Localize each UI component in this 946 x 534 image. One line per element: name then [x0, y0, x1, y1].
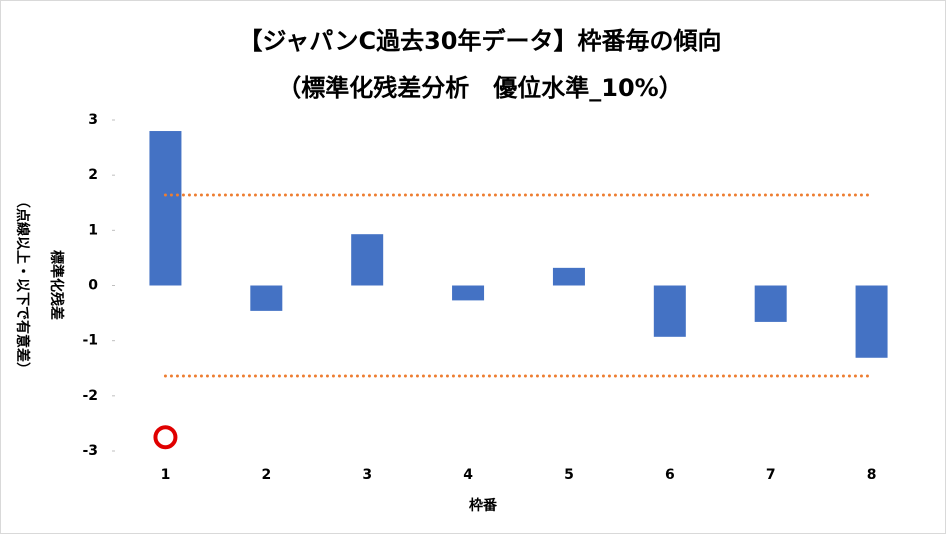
chart-subtitle: （標準化残差分析 優位水準_10%）: [277, 74, 682, 102]
bar: [754, 285, 787, 322]
x-tick-label: 2: [261, 467, 271, 483]
x-tick-label: 4: [463, 467, 473, 483]
bar: [855, 285, 888, 358]
bar: [250, 285, 283, 311]
chart-title: 【ジャパンC過去30年データ】枠番毎の傾向: [238, 27, 721, 55]
y-axis-label: 標準化残差: [48, 250, 65, 320]
bar: [452, 285, 485, 301]
bar: [653, 285, 686, 337]
x-tick-label: 6: [665, 467, 675, 483]
x-tick-label: 7: [766, 467, 776, 483]
y-tick-label: -2: [82, 388, 98, 404]
y-tick-label: 3: [88, 112, 98, 128]
x-axis-label: 枠番: [469, 497, 498, 514]
x-tick-label: 8: [867, 467, 877, 483]
bar: [552, 267, 585, 286]
y-axis-note: （点線以上・以下で有意差）: [14, 194, 31, 376]
bar: [351, 234, 384, 286]
y-tick-label: 2: [88, 167, 98, 183]
y-tick-label: -1: [82, 333, 98, 349]
y-tick-label: -3: [82, 443, 98, 459]
x-tick-label: 3: [362, 467, 372, 483]
bar: [149, 131, 182, 286]
x-tick-label: 5: [564, 467, 574, 483]
y-tick-label: 0: [88, 278, 98, 294]
significance-marker: [153, 425, 178, 450]
x-tick-label: 1: [161, 467, 171, 483]
y-tick-label: 1: [88, 222, 98, 238]
